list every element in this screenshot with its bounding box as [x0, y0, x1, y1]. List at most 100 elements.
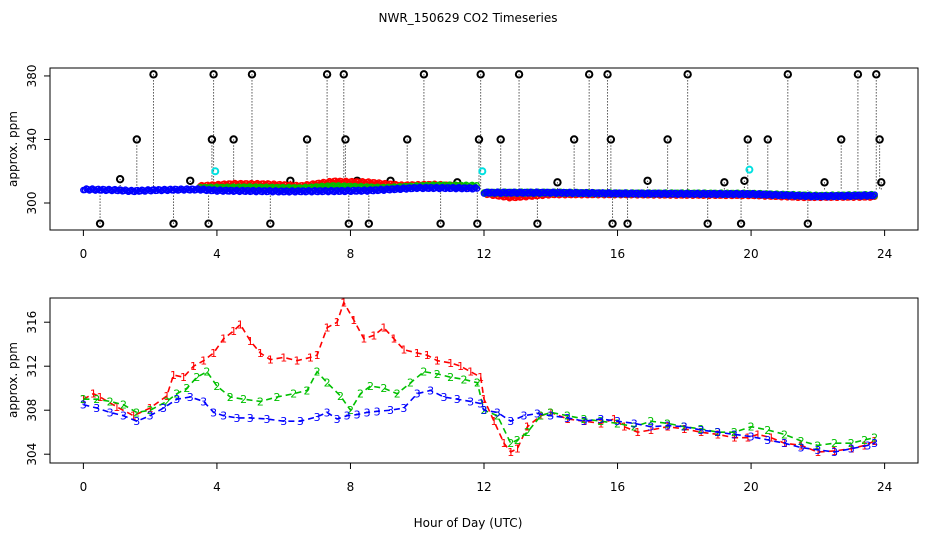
black-point	[132, 135, 142, 144]
series-2-marker: 2	[420, 366, 427, 379]
black-point	[473, 219, 482, 228]
series-3-marker: 3	[534, 408, 541, 421]
series-3-marker: 3	[798, 442, 805, 455]
black-point	[783, 70, 792, 79]
series-2-marker: 2	[290, 388, 297, 401]
series-2-marker: 2	[781, 428, 788, 441]
top-x-tick-label: 4	[213, 247, 221, 261]
series-3-marker: 3	[547, 410, 554, 423]
series-3-marker: 3	[247, 412, 254, 425]
series-1-marker: 1	[314, 349, 321, 362]
series-1-marker: 1	[581, 415, 588, 428]
series-2-marker: 2	[597, 415, 604, 428]
black-point	[553, 178, 562, 187]
series-2-marker: 2	[120, 399, 127, 412]
series-1-marker: 1	[664, 421, 671, 434]
series-1-marker: 1	[190, 360, 197, 373]
series-3-marker: 3	[264, 413, 271, 426]
series-1-marker: 1	[237, 318, 244, 331]
series-1-marker: 1	[400, 344, 407, 357]
bottom-x-tick-label: 4	[213, 480, 221, 494]
series-3-marker: 3	[120, 410, 127, 423]
series-1-marker: 1	[647, 424, 654, 437]
black-point	[623, 219, 632, 228]
black-point	[403, 135, 412, 144]
series-2-marker: 2	[147, 404, 154, 417]
series-3-marker: 3	[614, 415, 621, 428]
black-point	[603, 70, 612, 79]
top-x-tick-label: 24	[877, 247, 892, 261]
series-2-marker: 2	[798, 435, 805, 448]
series-1-marker: 1	[97, 391, 104, 404]
series-3-marker: 3	[467, 395, 474, 408]
series-3-marker: 3	[210, 406, 217, 419]
series-2-marker: 2	[474, 377, 481, 390]
series-2-marker: 2	[240, 393, 247, 406]
series-3-marker: 3	[297, 415, 304, 428]
series-1-marker: 1	[130, 410, 137, 423]
series-3-marker: 3	[698, 424, 705, 437]
series-2-marker: 2	[748, 421, 755, 434]
series-2-marker: 2	[447, 371, 454, 384]
series-3-marker: 3	[133, 415, 140, 428]
black-point	[344, 219, 353, 228]
series-3-marker: 3	[160, 402, 167, 415]
cyan-point	[745, 165, 754, 174]
series-1-marker: 1	[744, 432, 751, 445]
top-panel: approx. ppm 0 4 8 12 16 20 24 300 340 380	[6, 64, 919, 261]
series-2-marker: 2	[460, 373, 467, 386]
black-point	[266, 219, 275, 228]
series-2-marker: 2	[764, 424, 771, 437]
black-point	[720, 178, 729, 187]
series-1-marker: 1	[714, 428, 721, 441]
series-1-marker: 1	[698, 426, 705, 439]
series-3-marker: 3	[494, 406, 501, 419]
black-point	[229, 135, 238, 144]
series-2-marker: 2	[861, 434, 868, 447]
series-3-marker: 3	[564, 412, 571, 425]
series-2-marker: 2	[547, 406, 554, 419]
series-1-marker: 1	[280, 351, 287, 364]
series-1-marker: 1	[871, 435, 878, 448]
series-2-marker: 2	[173, 388, 180, 401]
series-1-marker: 1	[848, 443, 855, 456]
series-2-marker: 2	[537, 410, 544, 423]
series-1-marker: 1	[220, 333, 227, 346]
series-3-marker: 3	[481, 404, 488, 417]
series-blue-point	[869, 192, 877, 200]
series-2-marker: 2	[524, 426, 531, 439]
top-y-tick-label: 300	[25, 192, 39, 215]
series-3-marker: 3	[714, 426, 721, 439]
black-point	[204, 219, 213, 228]
top-y-axis-label: approx. ppm	[6, 111, 20, 187]
black-point	[875, 135, 884, 144]
black-point	[608, 219, 617, 228]
black-point	[683, 70, 692, 79]
black-point	[820, 178, 829, 187]
series-2-marker: 2	[183, 382, 190, 395]
series-3-marker: 3	[187, 391, 194, 404]
series-1-marker: 1	[501, 437, 508, 450]
black-point	[740, 176, 749, 185]
bottom-x-tick-label: 0	[80, 480, 88, 494]
series-1-marker: 1	[380, 322, 387, 335]
series-2-marker: 2	[647, 415, 654, 428]
series-1-marker: 1	[307, 351, 314, 364]
series-2-marker: 2	[93, 393, 100, 406]
series-3-marker: 3	[220, 410, 227, 423]
black-point	[149, 70, 158, 79]
series-1-marker: 1	[147, 402, 154, 415]
top-x-tick-label: 8	[347, 247, 355, 261]
series-3-marker: 3	[324, 406, 331, 419]
series-1-line	[83, 300, 875, 454]
series-1-marker: 1	[80, 393, 87, 406]
series-3-marker: 3	[864, 439, 871, 452]
series-3-marker: 3	[781, 437, 788, 450]
series-2-marker: 2	[357, 388, 364, 401]
black-point	[763, 135, 772, 144]
series-3-marker: 3	[147, 410, 154, 423]
top-y-tick-label: 340	[25, 128, 39, 151]
bottom-y-tick-label: 316	[25, 311, 39, 334]
